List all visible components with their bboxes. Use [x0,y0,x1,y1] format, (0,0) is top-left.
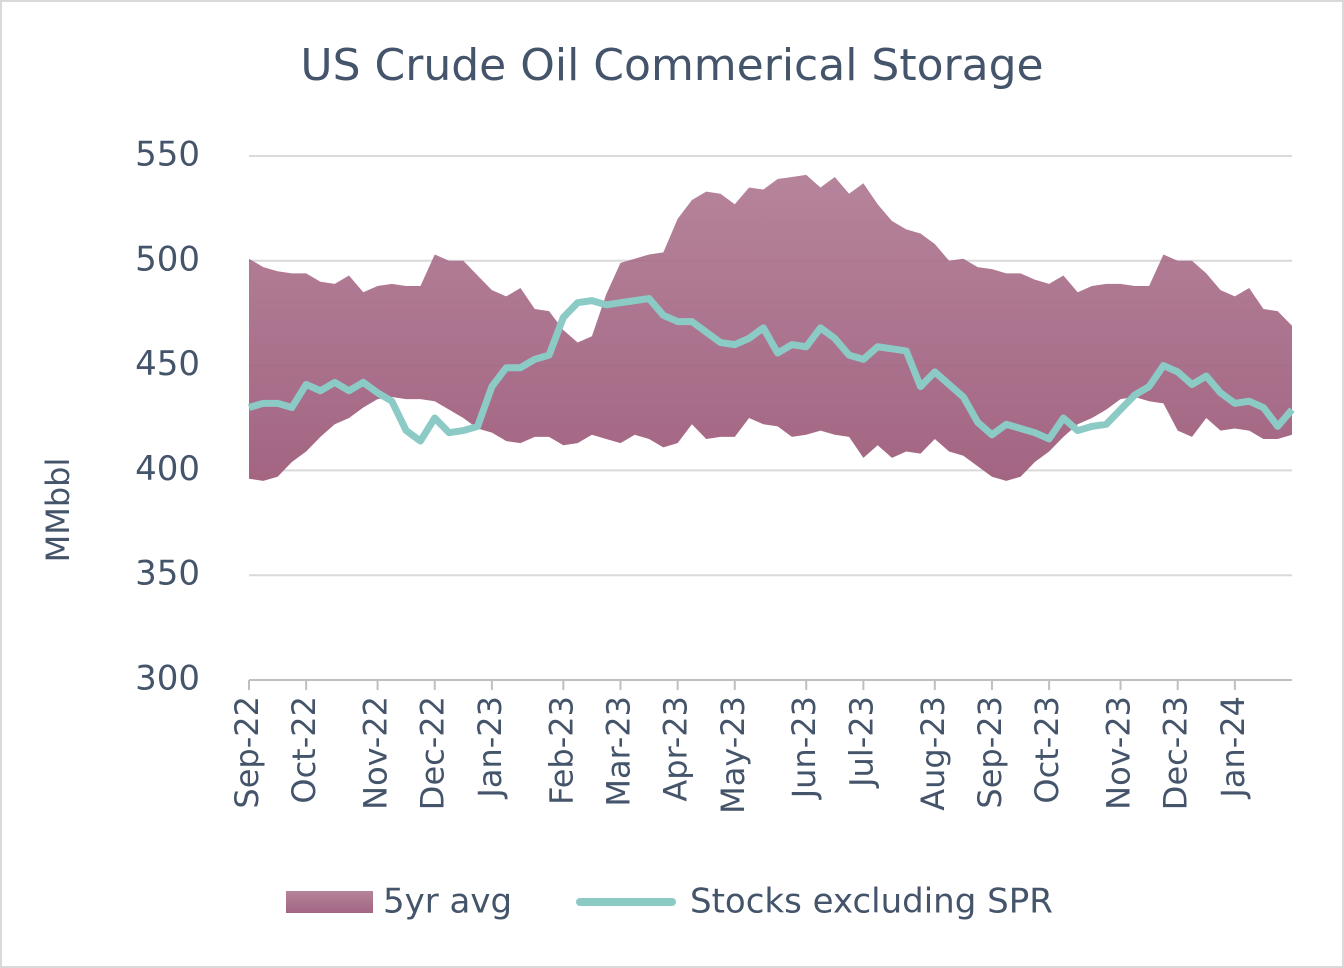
y-tick-label: 350 [135,554,200,594]
x-tick-label: Apr-23 [657,696,695,802]
x-tick-label: Feb-23 [542,696,580,805]
y-tick-label: 450 [135,344,200,384]
x-tick-label: Sep-23 [971,696,1009,809]
legend-swatch [286,891,373,913]
x-tick-label: Oct-22 [285,696,323,804]
x-tick-label: May-23 [714,696,752,814]
x-tick-label: Dec-22 [414,696,452,810]
legend-label: 5yr avg [383,882,512,922]
x-tick-label: Jul-23 [842,696,880,789]
x-tick-label: Nov-23 [1100,696,1138,810]
y-tick-label: 550 [135,135,200,175]
x-tick-label: Jan-24 [1214,696,1252,800]
y-axis-label: MMbbl [39,458,77,563]
x-tick-label: Jan-23 [471,696,509,800]
band-area [249,174,1292,481]
x-tick-label: Dec-23 [1157,696,1195,810]
x-tick-label: Nov-22 [357,696,395,810]
chart-title: US Crude Oil Commerical Storage [300,40,1043,91]
x-tick-label: Aug-23 [914,696,952,811]
legend-label: Stocks excluding SPR [690,882,1053,922]
x-tick-label: Oct-23 [1028,696,1066,804]
x-tick-label: Jun-23 [785,696,823,800]
y-tick-label: 300 [135,659,200,699]
y-tick-label: 400 [135,449,200,489]
x-tick-label: Mar-23 [599,696,637,807]
x-tick-label: Sep-22 [228,696,266,809]
series-line [248,295,1295,445]
y-tick-label: 500 [135,239,200,279]
